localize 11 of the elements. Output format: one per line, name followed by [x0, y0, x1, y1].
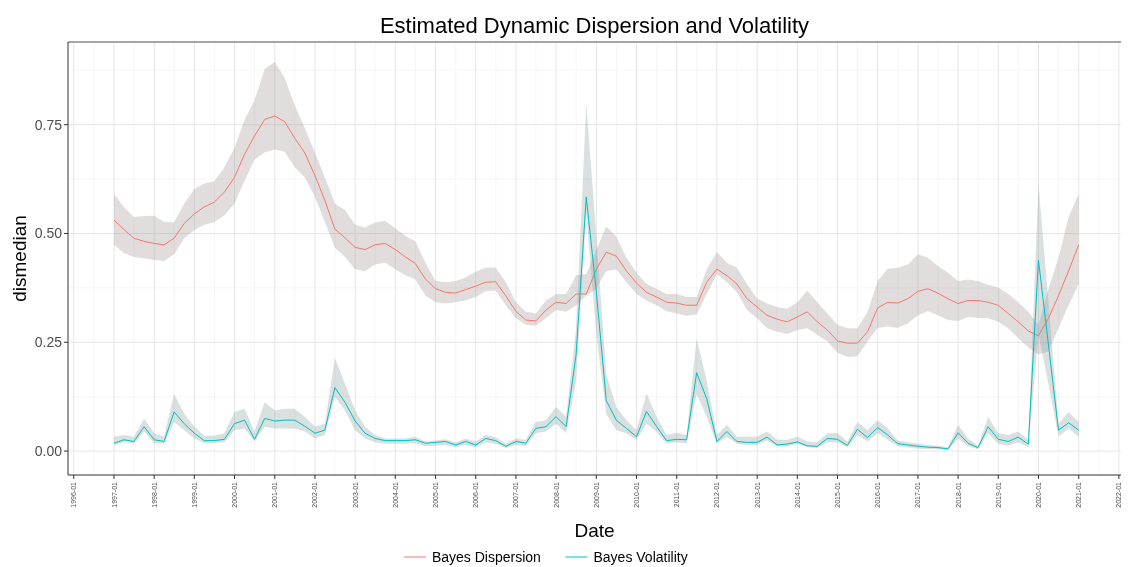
legend-label: Bayes Volatility: [593, 549, 688, 565]
y-axis-title: dismedian: [9, 215, 30, 302]
y-tick-label: 0.50: [34, 225, 63, 242]
x-axis-title: Date: [574, 520, 615, 541]
y-tick-label: 0.25: [34, 334, 63, 351]
line-series: [113, 115, 1080, 344]
legend-label: Bayes Dispersion: [431, 549, 541, 565]
y-tick-label: 0.75: [34, 116, 63, 133]
y-tick-label: 0.00: [34, 443, 63, 460]
line-series: [113, 196, 1080, 450]
chart-title: Estimated Dynamic Dispersion and Volatility: [379, 13, 810, 38]
